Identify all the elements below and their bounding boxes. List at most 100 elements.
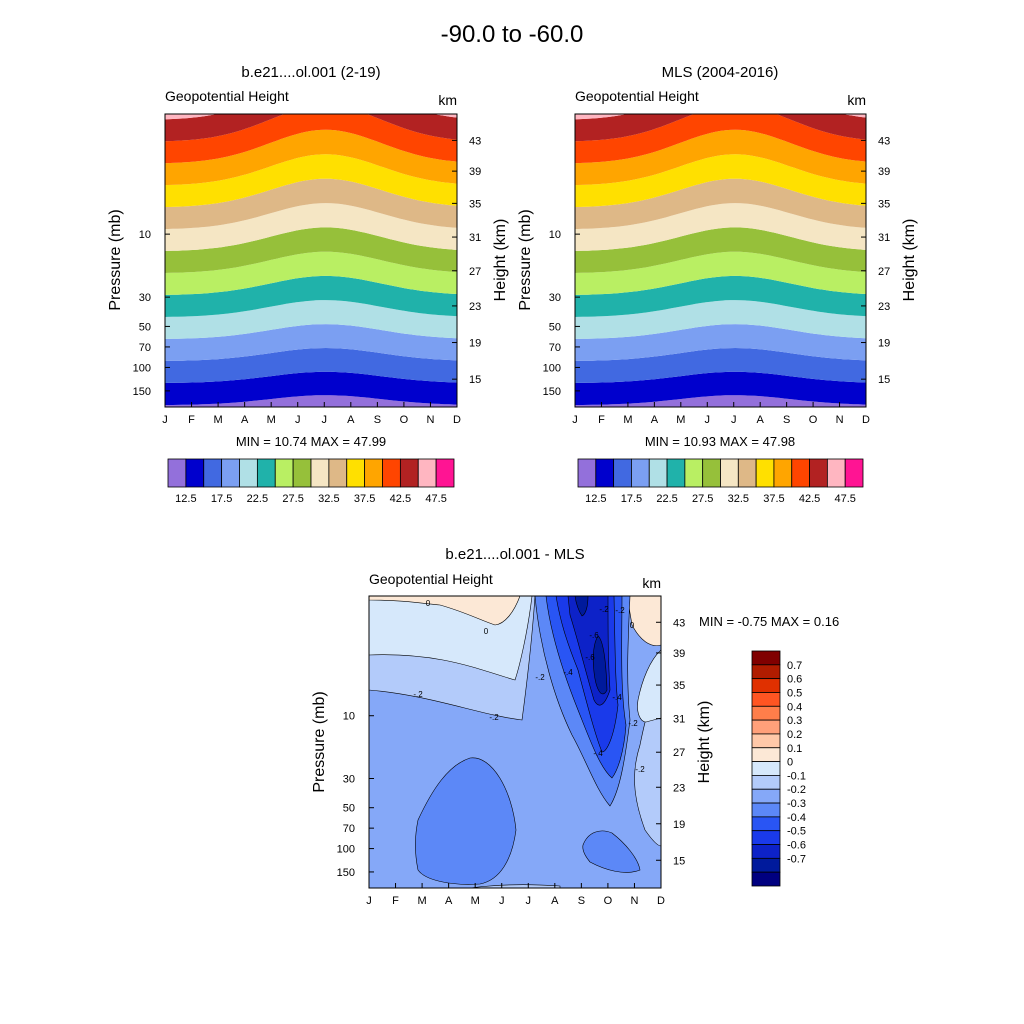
pressure-tick-label: 50 bbox=[549, 321, 561, 333]
contour-band bbox=[575, 178, 866, 230]
pressure-ticks: 10 30 50 70 100 150 bbox=[133, 229, 170, 398]
colorbar-swatch bbox=[256, 458, 276, 488]
x-tick-label: J bbox=[705, 414, 711, 426]
contour-band bbox=[165, 300, 457, 339]
colorbar-label: 22.5 bbox=[656, 493, 677, 505]
height-tick-label: 15 bbox=[469, 374, 481, 386]
height-tick-label: 39 bbox=[673, 648, 685, 660]
contour-band bbox=[165, 114, 457, 142]
contour-label: -.6 bbox=[585, 653, 595, 662]
variable-label: Geopotential Height bbox=[575, 88, 699, 104]
height-tick-label: 35 bbox=[469, 198, 481, 210]
contour-band bbox=[165, 178, 457, 230]
region-minus-0.6-0.7-low bbox=[592, 635, 608, 695]
height-tick-label: 27 bbox=[673, 747, 685, 759]
contour-band bbox=[575, 114, 866, 164]
height-tick-label: 31 bbox=[878, 232, 890, 244]
colorbar-swatch bbox=[631, 458, 650, 488]
colorbar-swatch bbox=[751, 678, 781, 693]
x-tick-label: M bbox=[676, 414, 685, 426]
colorbar-swatch bbox=[382, 458, 401, 488]
x-tick-label: D bbox=[862, 414, 870, 426]
variable-label: Geopotential Height bbox=[165, 88, 289, 104]
height-ticks: 43 39 35 31 27 23 19 15 bbox=[452, 135, 481, 386]
contour-band bbox=[575, 395, 866, 407]
colorbar-swatch bbox=[751, 747, 781, 762]
min-max-label: MIN = 10.74 MAX = 47.99 bbox=[236, 434, 386, 449]
colorbar-swatch bbox=[751, 857, 781, 873]
colorbar-label: -0.3 bbox=[787, 798, 806, 810]
colorbar-label: -0.5 bbox=[787, 826, 806, 838]
pressure-tick-label: 150 bbox=[133, 386, 151, 398]
colorbar-label: 47.5 bbox=[425, 493, 446, 505]
colorbar-swatch bbox=[751, 844, 781, 859]
colorbar-label: 22.5 bbox=[247, 493, 268, 505]
pressure-tick-label: 30 bbox=[139, 292, 151, 304]
contour-band bbox=[165, 371, 457, 406]
x-tick-label: S bbox=[578, 895, 585, 907]
colorbar-label: -0.4 bbox=[787, 812, 806, 824]
pressure-tick-label: 70 bbox=[343, 823, 355, 835]
height-tick-label: 23 bbox=[673, 782, 685, 794]
region-bottom-strip bbox=[469, 884, 561, 888]
height-tick-label: 19 bbox=[878, 338, 890, 350]
x-tick-label: O bbox=[400, 414, 409, 426]
x-tick-label: A bbox=[551, 895, 559, 907]
colorbar-swatch bbox=[751, 816, 781, 832]
contour-band bbox=[165, 227, 457, 273]
region-0-minus-0.1-east bbox=[637, 649, 661, 723]
colorbar-swatch bbox=[751, 830, 781, 845]
contour-label: -.4 bbox=[593, 749, 603, 758]
colorbar-label: 27.5 bbox=[692, 493, 713, 505]
height-tick-label: 15 bbox=[673, 855, 685, 867]
contour-label: -.2 bbox=[635, 765, 645, 774]
pressure-tick-label: 150 bbox=[543, 386, 561, 398]
x-tick-label: F bbox=[392, 895, 399, 907]
variable-label: Geopotential Height bbox=[369, 571, 493, 587]
x-tick-label: M bbox=[267, 414, 276, 426]
min-max-label: MIN = 10.93 MAX = 47.98 bbox=[645, 434, 795, 449]
x-tick-label: F bbox=[188, 414, 195, 426]
colorbar-swatch bbox=[167, 458, 187, 488]
contour-band bbox=[575, 371, 866, 406]
height-tick-label: 19 bbox=[469, 338, 481, 350]
contour-label: -.4 bbox=[563, 668, 573, 677]
units-label: km bbox=[847, 92, 866, 108]
x-tick-label: S bbox=[783, 414, 790, 426]
colorbar-swatch bbox=[751, 664, 781, 680]
plot-frame bbox=[574, 113, 867, 408]
height-tick-label: 35 bbox=[878, 198, 890, 210]
colorbar-swatch bbox=[751, 692, 781, 707]
x-tick-label: N bbox=[836, 414, 844, 426]
colorbar-label: 0.7 bbox=[787, 660, 802, 672]
x-tick-label: J bbox=[731, 414, 737, 426]
colorbar-swatch bbox=[310, 458, 330, 488]
colorbar-swatch bbox=[844, 458, 864, 488]
pressure-ticks: 10 30 50 70 100 150 bbox=[337, 711, 374, 879]
height-tick-label: 27 bbox=[469, 266, 481, 278]
colorbar-label: 0.2 bbox=[787, 729, 802, 741]
colorbar-label: 42.5 bbox=[390, 493, 411, 505]
contour-label: -.2 bbox=[599, 605, 609, 614]
region-positive-west bbox=[369, 596, 521, 626]
height-tick-label: 31 bbox=[673, 714, 685, 726]
contour-band bbox=[165, 114, 457, 120]
colorbar-swatch bbox=[773, 458, 793, 488]
colorbar-swatch bbox=[751, 802, 781, 818]
height-tick-label: 23 bbox=[878, 301, 890, 313]
height-tick-label: 31 bbox=[469, 232, 481, 244]
colorbar-swatch bbox=[666, 458, 686, 488]
colorbar-label: 0.5 bbox=[787, 687, 802, 699]
min-max-label: MIN = -0.75 MAX = 0.16 bbox=[699, 614, 839, 629]
colorbar-swatch bbox=[185, 458, 205, 488]
region-minus-0.3-blob-west bbox=[415, 757, 517, 885]
x-tick-label: J bbox=[499, 895, 505, 907]
colorbar-swatch bbox=[791, 458, 810, 488]
colorbar-label: 0.4 bbox=[787, 701, 802, 713]
height-tick-label: 43 bbox=[878, 135, 890, 147]
x-tick-label: J bbox=[572, 414, 578, 426]
colorbar-label: 42.5 bbox=[799, 493, 820, 505]
x-tick-label: N bbox=[426, 414, 434, 426]
colorbar: 12.5 17.5 22.5 27.5 32.5 37.5 42.5 47.5 bbox=[577, 458, 864, 505]
colorbar-swatch bbox=[751, 650, 781, 666]
